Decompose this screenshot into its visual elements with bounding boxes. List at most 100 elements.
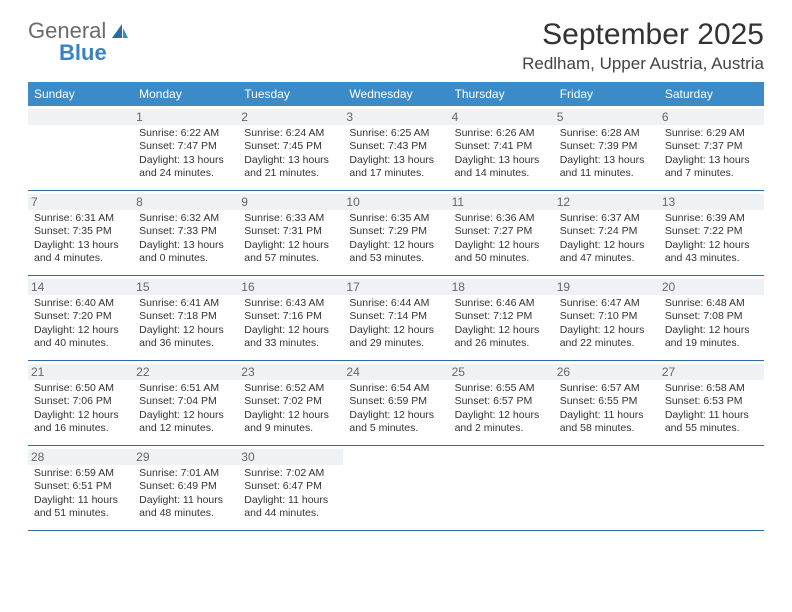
day-number: 18	[449, 279, 554, 295]
sunrise-line: Sunrise: 6:24 AM	[244, 127, 337, 140]
day-details: Sunrise: 6:44 AMSunset: 7:14 PMDaylight:…	[349, 297, 442, 351]
day-cell: 1Sunrise: 6:22 AMSunset: 7:47 PMDaylight…	[133, 106, 238, 190]
daylight-line: Daylight: 11 hours and 44 minutes.	[244, 494, 337, 521]
day-cell: 29Sunrise: 7:01 AMSunset: 6:49 PMDayligh…	[133, 446, 238, 530]
sunrise-line: Sunrise: 6:41 AM	[139, 297, 232, 310]
day-cell: 21Sunrise: 6:50 AMSunset: 7:06 PMDayligh…	[28, 361, 133, 445]
day-number: 17	[343, 279, 448, 295]
day-cell: 4Sunrise: 6:26 AMSunset: 7:41 PMDaylight…	[449, 106, 554, 190]
sunset-line: Sunset: 7:02 PM	[244, 395, 337, 408]
day-details: Sunrise: 6:25 AMSunset: 7:43 PMDaylight:…	[349, 127, 442, 181]
sunset-line: Sunset: 6:59 PM	[349, 395, 442, 408]
day-cell: 23 Sunrise: 6:52 AMSunset: 7:02 PMDayligh…	[238, 361, 343, 445]
daylight-line: Daylight: 12 hours and 22 minutes.	[560, 324, 653, 351]
dow-cell: Friday	[554, 82, 659, 106]
day-cell: 16 Sunrise: 6:43 AMSunset: 7:16 PMDayligh…	[238, 276, 343, 360]
month-title: September 2025	[522, 18, 764, 52]
daylight-line: Daylight: 12 hours and 47 minutes.	[560, 239, 653, 266]
daylight-line: Daylight: 12 hours and 29 minutes.	[349, 324, 442, 351]
week-row: 7Sunrise: 6:31 AMSunset: 7:35 PMDaylight…	[28, 191, 764, 276]
day-number: 27	[659, 364, 764, 380]
sunrise-line: Sunrise: 6:50 AM	[34, 382, 127, 395]
sunrise-line: Sunrise: 6:55 AM	[455, 382, 548, 395]
day-cell: 2Sunrise: 6:24 AMSunset: 7:45 PMDaylight…	[238, 106, 343, 190]
day-cell: 7Sunrise: 6:31 AMSunset: 7:35 PMDaylight…	[28, 191, 133, 275]
logo-word2: Blue	[59, 40, 107, 66]
sunset-line: Sunset: 6:55 PM	[560, 395, 653, 408]
day-number: 12	[554, 194, 659, 210]
dow-cell: Thursday	[449, 82, 554, 106]
sunset-line: Sunset: 7:31 PM	[244, 225, 337, 238]
sunrise-line: Sunrise: 6:25 AM	[349, 127, 442, 140]
day-cell: 10Sunrise: 6:35 AMSunset: 7:29 PMDayligh…	[343, 191, 448, 275]
day-number: 23	[238, 364, 343, 380]
day-details: Sunrise: 7:02 AMSunset: 6:47 PMDaylight:…	[244, 467, 337, 521]
title-block: September 2025 Redlham, Upper Austria, A…	[522, 18, 764, 74]
sunset-line: Sunset: 7:39 PM	[560, 140, 653, 153]
logo-sail-icon	[110, 22, 130, 40]
day-details: Sunrise: 6:59 AMSunset: 6:51 PMDaylight:…	[34, 467, 127, 521]
daylight-line: Daylight: 12 hours and 50 minutes.	[455, 239, 548, 266]
daylight-line: Daylight: 12 hours and 12 minutes.	[139, 409, 232, 436]
sunset-line: Sunset: 6:47 PM	[244, 480, 337, 493]
daylight-line: Daylight: 11 hours and 55 minutes.	[665, 409, 758, 436]
sunrise-line: Sunrise: 6:58 AM	[665, 382, 758, 395]
sunset-line: Sunset: 7:10 PM	[560, 310, 653, 323]
day-cell: 17 Sunrise: 6:44 AMSunset: 7:14 PMDayligh…	[343, 276, 448, 360]
week-row: 28 Sunrise: 6:59 AMSunset: 6:51 PMDayligh…	[28, 446, 764, 531]
sunrise-line: Sunrise: 6:59 AM	[34, 467, 127, 480]
daylight-line: Daylight: 13 hours and 14 minutes.	[455, 154, 548, 181]
sunset-line: Sunset: 7:06 PM	[34, 395, 127, 408]
day-number: 9	[238, 194, 343, 210]
day-number: 4	[449, 109, 554, 125]
sunset-line: Sunset: 7:47 PM	[139, 140, 232, 153]
daylight-line: Daylight: 11 hours and 58 minutes.	[560, 409, 653, 436]
day-cell: 27 Sunrise: 6:58 AMSunset: 6:53 PMDayligh…	[659, 361, 764, 445]
daylight-line: Daylight: 12 hours and 26 minutes.	[455, 324, 548, 351]
day-details: Sunrise: 6:43 AMSunset: 7:16 PMDaylight:…	[244, 297, 337, 351]
daylight-line: Daylight: 12 hours and 5 minutes.	[349, 409, 442, 436]
day-cell: 9Sunrise: 6:33 AMSunset: 7:31 PMDaylight…	[238, 191, 343, 275]
day-number: 24	[343, 364, 448, 380]
sunset-line: Sunset: 7:27 PM	[455, 225, 548, 238]
day-number: 14	[28, 279, 133, 295]
day-of-week-row: SundayMondayTuesdayWednesdayThursdayFrid…	[28, 82, 764, 106]
day-details: Sunrise: 6:58 AMSunset: 6:53 PMDaylight:…	[665, 382, 758, 436]
sunset-line: Sunset: 7:18 PM	[139, 310, 232, 323]
calendar-page: General Blue September 2025 Redlham, Upp…	[0, 0, 792, 612]
sunset-line: Sunset: 7:43 PM	[349, 140, 442, 153]
sunrise-line: Sunrise: 6:28 AM	[560, 127, 653, 140]
sunrise-line: Sunrise: 6:46 AM	[455, 297, 548, 310]
day-number-empty	[28, 109, 133, 125]
day-cell: 15Sunrise: 6:41 AMSunset: 7:18 PMDayligh…	[133, 276, 238, 360]
sunrise-line: Sunrise: 7:01 AM	[139, 467, 232, 480]
day-number: 11	[449, 194, 554, 210]
day-cell	[343, 446, 448, 530]
day-cell: 8Sunrise: 6:32 AMSunset: 7:33 PMDaylight…	[133, 191, 238, 275]
week-row: 21Sunrise: 6:50 AMSunset: 7:06 PMDayligh…	[28, 361, 764, 446]
day-details: Sunrise: 6:46 AMSunset: 7:12 PMDaylight:…	[455, 297, 548, 351]
logo: General Blue	[28, 18, 130, 44]
sunset-line: Sunset: 7:41 PM	[455, 140, 548, 153]
day-number: 26	[554, 364, 659, 380]
daylight-line: Daylight: 12 hours and 43 minutes.	[665, 239, 758, 266]
day-cell: 26Sunrise: 6:57 AMSunset: 6:55 PMDayligh…	[554, 361, 659, 445]
day-number: 28	[28, 449, 133, 465]
day-cell: 28 Sunrise: 6:59 AMSunset: 6:51 PMDayligh…	[28, 446, 133, 530]
day-number: 25	[449, 364, 554, 380]
sunrise-line: Sunrise: 6:31 AM	[34, 212, 127, 225]
day-cell	[659, 446, 764, 530]
day-cell: 6Sunrise: 6:29 AMSunset: 7:37 PMDaylight…	[659, 106, 764, 190]
sunrise-line: Sunrise: 6:52 AM	[244, 382, 337, 395]
daylight-line: Daylight: 12 hours and 9 minutes.	[244, 409, 337, 436]
sunset-line: Sunset: 7:22 PM	[665, 225, 758, 238]
day-details: Sunrise: 6:55 AMSunset: 6:57 PMDaylight:…	[455, 382, 548, 436]
location: Redlham, Upper Austria, Austria	[522, 54, 764, 74]
day-number: 16	[238, 279, 343, 295]
sunset-line: Sunset: 7:12 PM	[455, 310, 548, 323]
day-cell	[449, 446, 554, 530]
sunrise-line: Sunrise: 6:33 AM	[244, 212, 337, 225]
day-number: 6	[659, 109, 764, 125]
day-cell: 19Sunrise: 6:47 AMSunset: 7:10 PMDayligh…	[554, 276, 659, 360]
daylight-line: Daylight: 13 hours and 21 minutes.	[244, 154, 337, 181]
